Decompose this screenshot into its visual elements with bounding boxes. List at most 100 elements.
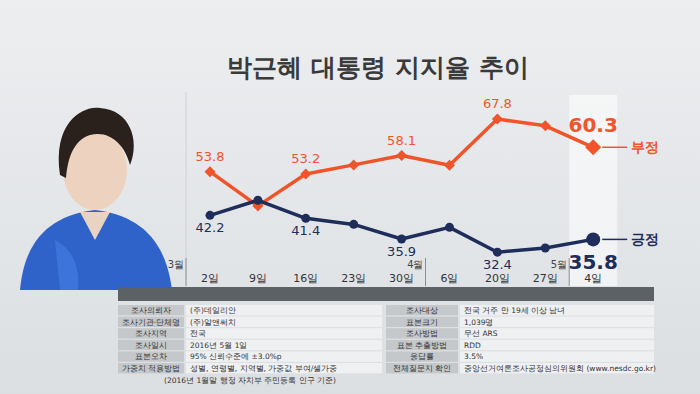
info-label: 표본오차	[135, 352, 167, 361]
info-value-cell	[460, 351, 654, 361]
portrait-neck	[80, 212, 110, 240]
x-tick-label: 27일	[533, 272, 558, 285]
info-label: 전체질문지 확인	[393, 364, 451, 373]
info-value: (주)데일리안	[190, 306, 236, 315]
portrait-collar	[55, 240, 78, 290]
info-label-cell	[386, 328, 458, 338]
point-marker	[253, 196, 262, 205]
info-value: 2016년 5월 1일	[190, 341, 247, 350]
info-value: 3.5%	[464, 352, 483, 361]
info-label: 표본크기	[406, 318, 438, 327]
info-label: 표본 추출방법	[397, 341, 447, 350]
data-label: 41.4	[291, 223, 320, 238]
info-label-cell	[118, 363, 184, 373]
month-separator	[425, 258, 426, 286]
legend-entry: 부정	[631, 139, 659, 155]
plot-marks	[205, 114, 602, 257]
x-tick-label: 16일	[293, 272, 318, 285]
legend-entry: 긍정	[631, 231, 659, 247]
data-label: 60.3	[569, 113, 618, 137]
month-label: 3월	[168, 259, 184, 270]
info-value: (주)알앤써치	[190, 318, 236, 327]
x-tick-label: 30일	[389, 272, 414, 285]
info-label-cell	[386, 363, 458, 373]
title: 박근혜 대통령 지지율 추이	[227, 53, 528, 82]
info-label: 조사방법	[406, 329, 438, 338]
portrait-hair	[59, 108, 134, 178]
info-label-cell	[386, 317, 458, 327]
info-value-cell	[460, 328, 654, 338]
x-tick-label: 2일	[201, 272, 219, 285]
info-value: 중앙선거여론조사공정심의위원회 (www.nesdc.go.kr)	[464, 364, 656, 373]
info-label: 가중치 적용방법	[122, 364, 180, 373]
point-marker	[301, 214, 310, 223]
info-value: 무선 ARS	[464, 329, 498, 338]
month-separator	[186, 258, 187, 286]
info-value-cell	[186, 340, 382, 350]
point-marker	[541, 244, 550, 253]
info-value-cell	[186, 317, 382, 327]
info-value: RDD	[464, 341, 481, 350]
x-tick-label: 9일	[249, 272, 267, 285]
x-tick-label: 6일	[441, 272, 459, 285]
point-marker	[397, 235, 406, 244]
legend-connector	[602, 147, 627, 149]
data-label: 35.9	[387, 244, 416, 259]
point-marker	[492, 114, 503, 125]
point-marker	[540, 120, 551, 131]
info-label: 조사기관·단체명	[122, 318, 180, 327]
data-label: 42.2	[196, 220, 225, 235]
info-label: 조사일시	[135, 341, 167, 350]
point-marker	[396, 150, 407, 161]
background	[0, 0, 700, 394]
canvas: 박근혜 대통령 지지율 추이 2일 3월 9일 16일 23일 30일 6일 4월 20일 27일 4…	[0, 0, 700, 394]
info-label-cell	[118, 351, 184, 361]
portrait	[20, 108, 172, 290]
info-label-cell	[118, 328, 184, 338]
point-marker	[348, 159, 359, 170]
data-label: 53.2	[291, 151, 320, 166]
info-value: 1,039명	[464, 318, 493, 327]
data-label: 32.4	[483, 257, 512, 272]
info-footnote: (2016년 1월말 행정 자치부 주민등록 인구 기준)	[164, 376, 336, 385]
info-value-cell	[460, 305, 654, 315]
info-label: 조사대상	[406, 306, 438, 315]
point-marker	[585, 139, 601, 155]
series-line	[210, 119, 593, 206]
point-marker	[586, 232, 600, 246]
point-marker	[349, 220, 358, 229]
highlight-band	[569, 95, 617, 286]
info-label-cell	[386, 351, 458, 361]
legend-connector	[602, 239, 627, 241]
info-label: 응답률	[410, 352, 434, 361]
x-tick-label: 23일	[341, 272, 366, 285]
info-value: 성별, 연령별, 지역별, 가중값 부여/셀가중	[190, 364, 337, 373]
info-value-cell	[460, 340, 654, 350]
info-value-cell	[186, 328, 382, 338]
portrait-jacket	[20, 210, 172, 290]
point-marker	[205, 166, 216, 177]
data-label: 35.8	[569, 250, 618, 274]
info-label: 조사지역	[135, 329, 167, 338]
info-value: 전국	[190, 329, 206, 338]
info-label: 조사의뢰자	[131, 306, 171, 315]
info-label-cell	[386, 305, 458, 315]
month-label: 5월	[551, 259, 567, 270]
month-label: 4월	[407, 259, 423, 270]
data-label: 67.8	[483, 96, 512, 111]
y-axis-line	[186, 92, 187, 280]
point-marker	[444, 160, 455, 171]
point-marker	[206, 211, 215, 220]
info-label-cell	[118, 340, 184, 350]
x-tick-label: 20일	[485, 272, 510, 285]
point-marker	[493, 248, 502, 257]
info-value: 95% 신뢰수준에 ±3.0%p	[190, 352, 282, 361]
data-label: 58.1	[387, 133, 416, 148]
info-label-cell	[118, 317, 184, 327]
data-label: 53.8	[196, 149, 225, 164]
point-marker	[445, 223, 454, 232]
data-labels: 53.8 53.2 58.1 67.8 60.3 42.2 41.4 35.9 32.4 35.8	[196, 96, 618, 274]
info-value-cell	[186, 363, 382, 373]
point-marker	[300, 168, 311, 179]
info-label-cell	[386, 340, 458, 350]
